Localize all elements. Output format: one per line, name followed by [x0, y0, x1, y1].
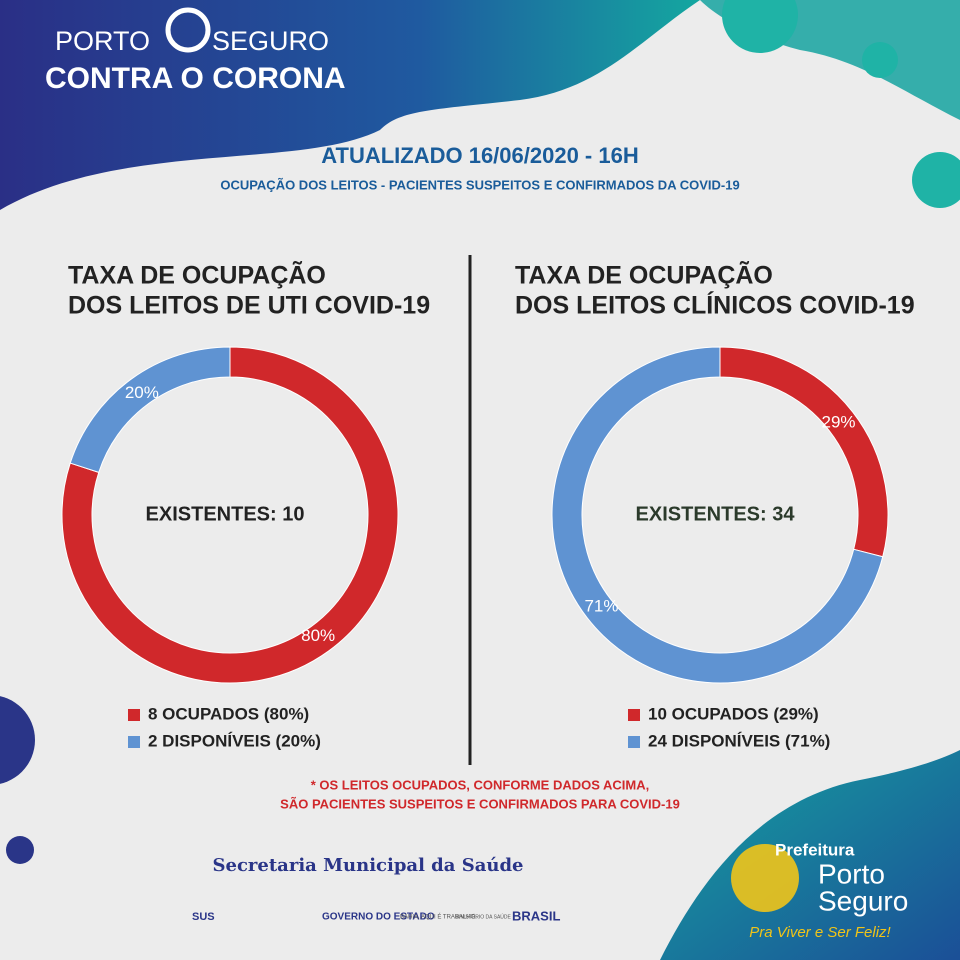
- slogan: Pra Viver e Ser Feliz!: [749, 924, 891, 941]
- header-shape: [0, 0, 700, 210]
- chart-title: DOS LEITOS CLÍNICOS COVID-19: [515, 291, 915, 320]
- logo-bahia: BAHIA, AQUI É TRABALHO.: [400, 914, 477, 921]
- legend-label: 2 DISPONÍVEIS (20%): [148, 731, 321, 750]
- footnote: SÃO PACIENTES SUSPEITOS E CONFIRMADOS PA…: [280, 796, 680, 811]
- brand: SEGURO: [212, 26, 329, 56]
- legend-swatch: [628, 736, 640, 748]
- updated: ATUALIZADO 16/06/2020 - 16H: [321, 143, 638, 168]
- brand: PORTO: [55, 26, 150, 56]
- chart-title: TAXA DE OCUPAÇÃO: [515, 260, 773, 290]
- logo-porto: Porto: [818, 858, 885, 889]
- virus-decor: [0, 696, 35, 864]
- subtitle: OCUPAÇÃO DOS LEITOS - PACIENTES SUSPEITO…: [220, 177, 739, 192]
- logo-sus: SUS: [192, 911, 215, 923]
- center-label: EXISTENTES: 10: [146, 503, 305, 525]
- chart-title: TAXA DE OCUPAÇÃO: [68, 260, 326, 290]
- secretaria: Secretaria Municipal da Saúde: [213, 855, 524, 876]
- logo-seguro: Seguro: [818, 885, 908, 916]
- center-label: EXISTENTES: 34: [636, 503, 796, 525]
- logo-governo: GOVERNO DO ESTADO: [322, 912, 435, 923]
- chart-title: DOS LEITOS DE UTI COVID-19: [68, 292, 430, 320]
- donut-segment: [61, 346, 399, 684]
- legend-label: 8 OCUPADOS (80%): [148, 704, 309, 723]
- legend-swatch: [128, 736, 140, 748]
- virus-decor: [722, 0, 960, 208]
- footnote: * OS LEITOS OCUPADOS, CONFORME DADOS ACI…: [311, 777, 650, 792]
- value-label: 20%: [125, 383, 159, 402]
- footer-shape: [660, 750, 960, 960]
- value-label: 29%: [822, 413, 856, 432]
- brand-tagline: CONTRA O CORONA: [45, 62, 346, 95]
- value-label: 80%: [301, 626, 335, 645]
- logo-prefeitura: Prefeitura: [775, 840, 855, 859]
- logo-mark: [731, 844, 799, 912]
- legend-swatch: [628, 709, 640, 721]
- value-label: 71%: [584, 596, 618, 615]
- legend-swatch: [128, 709, 140, 721]
- legend-label: 24 DISPONÍVEIS (71%): [648, 731, 830, 750]
- logo-brasil: BRASIL: [512, 908, 560, 923]
- logo-ministerio: MINISTÉRIO DA SAÚDE: [455, 913, 512, 920]
- donut-segment: [69, 346, 231, 473]
- legend-label: 10 OCUPADOS (29%): [648, 704, 819, 723]
- donut-segment: [551, 346, 884, 684]
- virus-icon: [165, 7, 211, 53]
